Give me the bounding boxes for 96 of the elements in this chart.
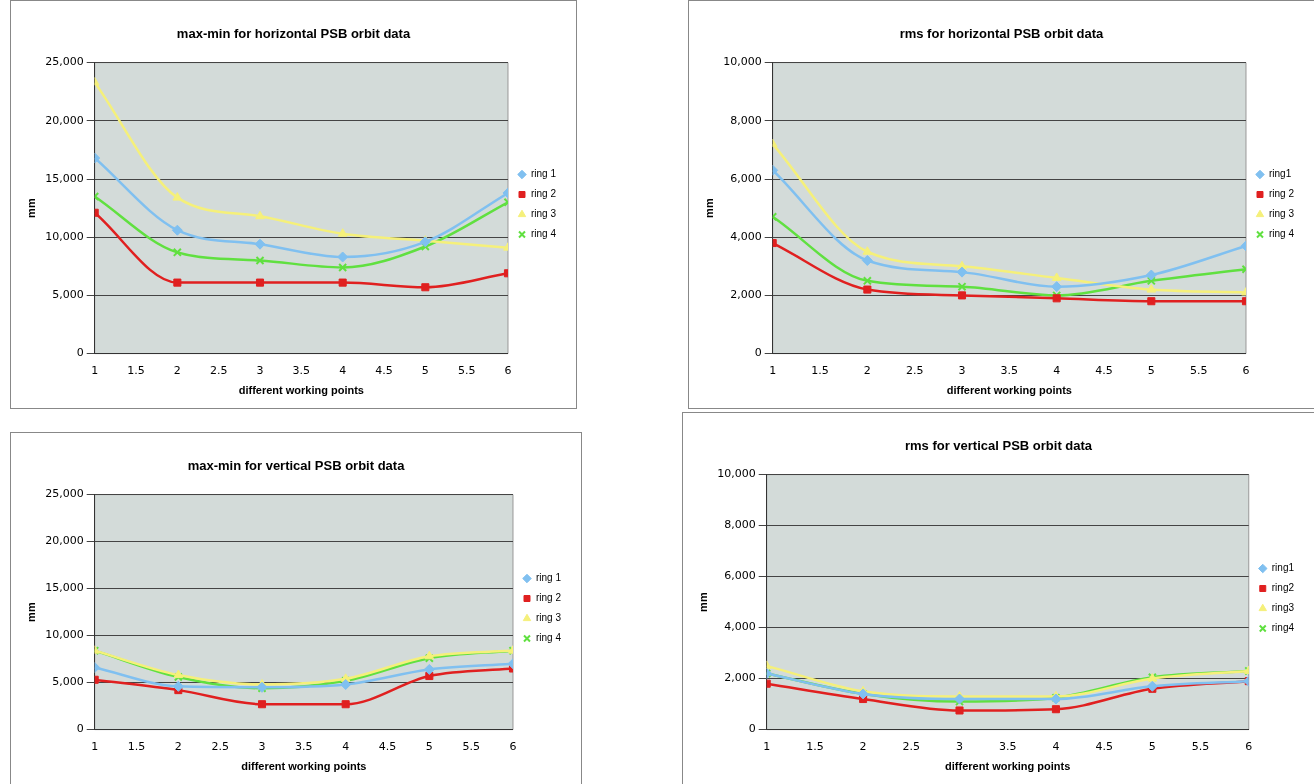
x-tick-label: 5.5 (1191, 740, 1210, 754)
x-tick-label: 5.5 (462, 740, 480, 754)
x-tick-label: 1.5 (806, 740, 824, 754)
y-tick-label: 10,000 (45, 628, 84, 642)
x-tick-label: 5.5 (1189, 364, 1208, 378)
x-tick-label: 2 (863, 364, 871, 378)
x-axis-title: different working points (238, 384, 364, 397)
legend-label: ring1 (1271, 562, 1295, 574)
x-tick-label: 5 (425, 740, 433, 754)
x-tick-label: 6 (1245, 740, 1253, 754)
legend-label: ring4 (1271, 622, 1295, 634)
x-tick-label: 1.5 (127, 740, 146, 754)
x-tick-label: 3 (258, 740, 266, 754)
x-axis-title: different working points (945, 760, 1071, 773)
x-tick-label: 3 (256, 364, 264, 378)
x-tick-label: 2.5 (905, 364, 924, 378)
x-tick-label: 2 (174, 740, 182, 754)
x-tick-label: 6 (1242, 364, 1250, 378)
y-tick-label: 10,000 (717, 467, 756, 481)
x-tick-label: 3 (958, 364, 966, 378)
legend-label: ring 3 (535, 612, 562, 624)
y-tick-label: 25,000 (45, 487, 84, 501)
y-tick-label: 0 (748, 722, 756, 736)
x-tick-label: 4 (339, 364, 347, 378)
y-axis-title: mm (24, 198, 37, 218)
legend-label: ring 1 (530, 168, 557, 180)
y-tick-label: 15,000 (45, 171, 84, 185)
x-tick-label: 4.5 (375, 364, 393, 378)
x-tick-label: 2.5 (211, 740, 229, 754)
x-axis-title: different working points (946, 384, 1072, 397)
x-tick-label: 2.5 (209, 364, 228, 378)
legend-label: ring 4 (530, 228, 557, 240)
legend-label: ring 2 (1268, 188, 1295, 200)
y-tick-label: 8,000 (730, 113, 762, 127)
y-tick-label: 8,000 (724, 518, 756, 532)
legend-label: ring 4 (1268, 228, 1295, 240)
y-tick-label: 0 (754, 346, 762, 360)
legend-label: ring1 (1268, 168, 1292, 180)
y-axis-title: mm (702, 198, 715, 218)
x-tick-label: 1.5 (127, 364, 145, 378)
legend-label: ring 4 (535, 632, 562, 644)
y-tick-label: 5,000 (52, 288, 84, 302)
x-axis-title: different working points (241, 760, 367, 773)
legend-label: ring 3 (530, 208, 557, 220)
x-tick-label: 3.5 (1000, 364, 1019, 378)
chart-title: rms for horizontal PSB orbit data (899, 26, 1105, 42)
x-tick-label: 4 (1053, 364, 1061, 378)
x-tick-label: 1 (769, 364, 777, 378)
y-tick-label: 2,000 (730, 288, 762, 302)
x-tick-label: 4.5 (378, 740, 397, 754)
x-tick-label: 3.5 (295, 740, 313, 754)
y-tick-label: 0 (76, 346, 84, 360)
x-tick-label: 2 (173, 364, 181, 378)
x-tick-label: 3.5 (998, 740, 1017, 754)
x-tick-label: 5.5 (457, 364, 476, 378)
x-tick-label: 1 (763, 740, 771, 754)
x-tick-label: 1.5 (811, 364, 829, 378)
y-tick-label: 6,000 (724, 569, 756, 583)
x-tick-label: 1 (91, 364, 99, 378)
legend-label: ring 1 (535, 572, 562, 584)
y-tick-label: 0 (76, 722, 84, 736)
y-tick-label: 5,000 (52, 675, 84, 689)
legend-label: ring 2 (530, 188, 557, 200)
x-tick-label: 4.5 (1095, 364, 1113, 378)
x-tick-label: 2.5 (902, 740, 921, 754)
x-tick-label: 3.5 (292, 364, 311, 378)
x-tick-label: 6 (504, 364, 512, 378)
legend-label: ring2 (1271, 582, 1295, 594)
x-tick-label: 4.5 (1095, 740, 1113, 754)
y-axis-title: mm (696, 592, 709, 612)
y-tick-label: 4,000 (730, 230, 762, 244)
x-tick-label: 5 (1148, 740, 1156, 754)
x-tick-label: 4 (342, 740, 350, 754)
legend-label: ring3 (1271, 602, 1295, 614)
y-tick-label: 10,000 (45, 230, 84, 244)
x-tick-label: 6 (509, 740, 517, 754)
y-tick-label: 6,000 (730, 171, 762, 185)
legend-label: ring 2 (535, 592, 562, 604)
y-tick-label: 2,000 (724, 671, 756, 685)
x-tick-label: 4 (1052, 740, 1060, 754)
y-tick-label: 15,000 (45, 581, 84, 595)
chart-title: max-min for horizontal PSB orbit data (176, 26, 411, 42)
x-tick-label: 1 (91, 740, 99, 754)
x-tick-label: 5 (421, 364, 429, 378)
y-tick-label: 20,000 (45, 534, 84, 548)
y-tick-label: 25,000 (45, 55, 84, 69)
x-tick-label: 2 (859, 740, 867, 754)
legend-label: ring 3 (1268, 208, 1295, 220)
chart-title: max-min for vertical PSB orbit data (187, 458, 406, 474)
y-tick-label: 10,000 (723, 55, 762, 69)
y-tick-label: 4,000 (724, 620, 756, 634)
y-axis-title: mm (24, 602, 37, 622)
x-tick-label: 5 (1147, 364, 1155, 378)
x-tick-label: 3 (956, 740, 964, 754)
y-tick-label: 20,000 (45, 113, 84, 127)
chart-title: rms for vertical PSB orbit data (904, 438, 1093, 454)
